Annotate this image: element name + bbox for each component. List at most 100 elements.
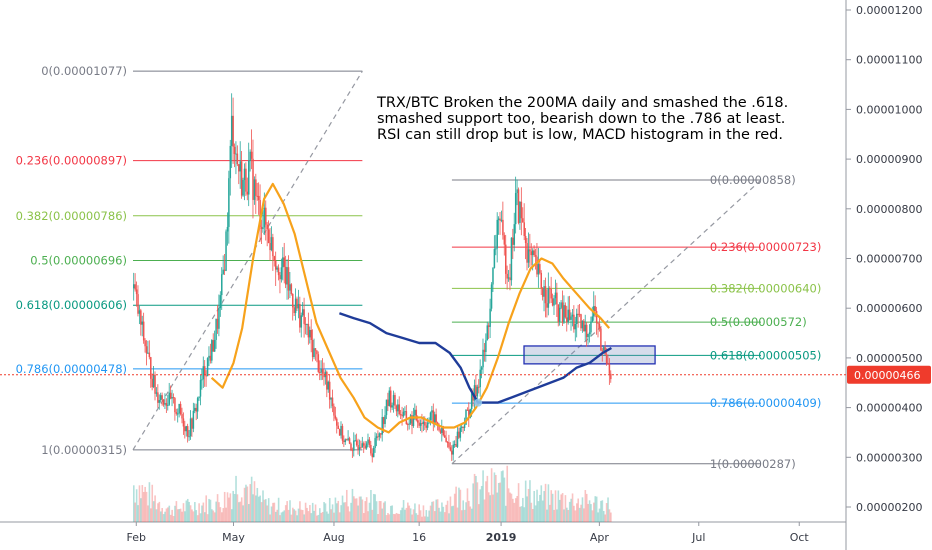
- candle-body: [524, 235, 527, 243]
- volume-bar: [432, 501, 435, 522]
- candle-body: [408, 423, 410, 425]
- volume-bar: [537, 501, 540, 522]
- volume-bar: [300, 509, 303, 522]
- candle-body: [279, 275, 281, 280]
- volume-bar: [567, 509, 570, 522]
- volume-bar: [195, 510, 198, 522]
- candle-body: [350, 443, 352, 450]
- volume-bar: [597, 512, 599, 522]
- volume-bar: [391, 505, 394, 522]
- volume-bar: [189, 505, 192, 522]
- candle-body: [363, 443, 365, 446]
- candle-body: [421, 423, 423, 425]
- volume-bar: [154, 495, 156, 522]
- candle-body: [274, 260, 277, 270]
- volume-bar: [453, 493, 456, 522]
- volume-bar: [276, 509, 279, 522]
- volume-bar: [607, 497, 609, 522]
- candle-body: [161, 395, 163, 400]
- volume-bar: [540, 485, 543, 522]
- volume-bar: [239, 501, 242, 522]
- crossover-marker: [474, 398, 483, 407]
- candle-body: [330, 397, 332, 400]
- volume-bar: [324, 503, 327, 522]
- volume-bar: [422, 505, 425, 522]
- volume-bar: [536, 489, 538, 522]
- volume-bar: [455, 486, 457, 522]
- candle-body: [426, 422, 429, 428]
- volume-bar: [194, 502, 196, 522]
- volume-bar: [249, 484, 252, 522]
- volume-bar: [277, 497, 280, 522]
- candle-body: [419, 423, 422, 426]
- volume-bar: [238, 502, 240, 522]
- candle-body: [414, 409, 416, 416]
- volume-bar: [495, 474, 497, 522]
- volume-bar: [266, 505, 269, 522]
- candle-body: [323, 373, 325, 378]
- volume-bar: [355, 498, 358, 522]
- candle-body: [191, 418, 193, 429]
- volume-bar: [438, 507, 440, 522]
- candle-body: [311, 339, 314, 358]
- volume-bar: [401, 507, 403, 522]
- volume-bar: [360, 496, 362, 522]
- volume-bar: [431, 501, 433, 522]
- candle-body: [537, 264, 540, 275]
- volume-bar: [199, 513, 202, 522]
- candle-body: [389, 390, 392, 408]
- candle-body: [462, 426, 464, 428]
- volume-bar: [212, 510, 215, 522]
- volume-bar: [404, 509, 406, 522]
- candle-body: [245, 168, 247, 192]
- volume-bar: [191, 509, 193, 522]
- candle-body: [479, 369, 481, 388]
- candle-body: [195, 407, 197, 412]
- candle-body: [445, 437, 447, 443]
- volume-bar: [341, 495, 344, 522]
- volume-bar: [409, 508, 412, 522]
- volume-bar: [344, 502, 347, 522]
- volume-bar: [497, 482, 500, 522]
- volume-bar: [507, 488, 510, 522]
- candle-body: [338, 428, 341, 436]
- volume-bar: [205, 495, 208, 522]
- candle-body: [239, 161, 241, 172]
- volume-bar: [478, 504, 480, 522]
- candle-body: [381, 417, 383, 435]
- candle-body: [534, 255, 537, 257]
- volume-bar: [357, 505, 359, 522]
- candle-body: [309, 329, 311, 338]
- y-tick-label: 0.00000500: [856, 352, 922, 365]
- volume-bar: [557, 490, 560, 522]
- candle-body: [185, 426, 188, 432]
- volume-bar: [577, 498, 580, 522]
- volume-bar: [539, 494, 541, 522]
- candle-body: [512, 237, 514, 245]
- candle-body: [472, 393, 474, 401]
- x-tick-label: Feb: [127, 531, 146, 544]
- candle-body: [539, 264, 541, 273]
- candle-body: [530, 251, 533, 256]
- volume-bar: [260, 502, 263, 522]
- volume-bar: [152, 501, 155, 522]
- volume-bar: [221, 512, 223, 522]
- candle-body: [442, 426, 445, 436]
- candle-body: [280, 267, 283, 280]
- candle-body: [451, 450, 453, 455]
- volume-bar: [289, 500, 291, 522]
- volume-bar: [287, 509, 290, 522]
- volume-bar: [211, 509, 213, 522]
- candle-body: [292, 293, 294, 308]
- volume-bar: [215, 501, 217, 522]
- volume-bar: [140, 498, 142, 522]
- volume-bar: [389, 505, 392, 522]
- volume-bar: [419, 510, 422, 522]
- candle-body: [304, 323, 307, 325]
- volume-bar: [509, 492, 511, 522]
- volume-bar: [503, 477, 506, 522]
- candle-body: [465, 409, 467, 425]
- candle-body: [357, 445, 359, 450]
- volume-bar: [459, 489, 462, 522]
